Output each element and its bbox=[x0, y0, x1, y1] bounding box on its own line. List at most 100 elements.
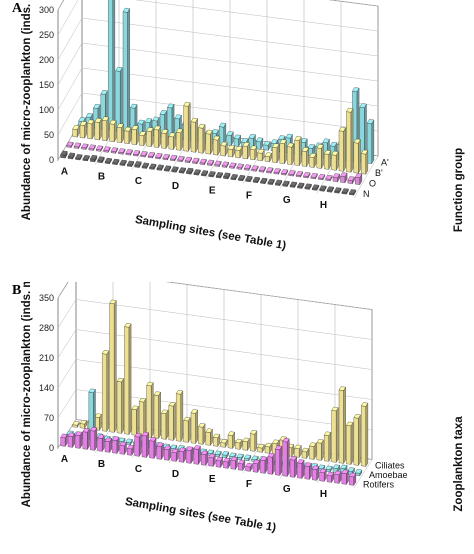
bar-top bbox=[272, 143, 280, 148]
bar-front bbox=[134, 436, 140, 457]
bar-side bbox=[120, 67, 123, 133]
bar bbox=[72, 125, 80, 138]
bar-top bbox=[346, 421, 354, 427]
bar bbox=[155, 153, 163, 160]
bar-top bbox=[118, 437, 126, 442]
bar bbox=[198, 123, 206, 154]
bar-top bbox=[301, 447, 309, 453]
bar-front bbox=[168, 136, 174, 150]
y-tick-label: 100 bbox=[39, 105, 54, 115]
bar-top bbox=[200, 170, 209, 175]
bar-top bbox=[353, 414, 361, 419]
bar bbox=[267, 453, 275, 475]
bar-side bbox=[284, 139, 287, 165]
site-label: H bbox=[320, 489, 327, 500]
bar bbox=[79, 419, 87, 429]
bar-top bbox=[340, 172, 348, 177]
site-label: G bbox=[283, 484, 291, 495]
bar-top bbox=[112, 436, 120, 441]
bar-top bbox=[252, 459, 260, 465]
panel-letter: A bbox=[12, 1, 23, 16]
bar-front bbox=[297, 462, 303, 479]
bar-top bbox=[353, 138, 361, 144]
bar-top bbox=[212, 433, 221, 439]
bar bbox=[147, 152, 155, 159]
bar-front bbox=[168, 405, 174, 441]
bar-front bbox=[331, 410, 337, 463]
bar-top bbox=[198, 123, 206, 129]
bar-side bbox=[195, 409, 198, 444]
bar-front bbox=[82, 431, 88, 450]
bar-top bbox=[223, 457, 231, 463]
bar-top bbox=[214, 160, 222, 166]
bar bbox=[109, 299, 117, 433]
bar bbox=[67, 432, 75, 448]
series-label: B' bbox=[375, 168, 383, 178]
bar-top bbox=[75, 154, 83, 159]
site-label: F bbox=[246, 479, 252, 490]
bar-top bbox=[183, 416, 191, 422]
bar bbox=[214, 450, 222, 458]
y-tick-label: 210 bbox=[39, 353, 54, 363]
bar bbox=[340, 172, 348, 184]
bar-side bbox=[350, 421, 354, 465]
bar bbox=[112, 158, 120, 166]
bar bbox=[286, 142, 295, 166]
bar-top bbox=[279, 139, 287, 144]
bar-top bbox=[144, 118, 153, 123]
bar bbox=[304, 183, 312, 191]
bar-top bbox=[229, 162, 237, 168]
bar bbox=[230, 456, 238, 470]
bar-front bbox=[112, 439, 118, 454]
site-label: G bbox=[283, 195, 291, 206]
bar bbox=[297, 459, 305, 479]
bar-top bbox=[266, 167, 274, 172]
bar bbox=[273, 168, 281, 175]
site-label: D bbox=[172, 469, 179, 480]
bar bbox=[323, 149, 332, 171]
bar-side bbox=[165, 409, 169, 440]
bar-top bbox=[303, 172, 311, 177]
y-tick-label: 300 bbox=[39, 5, 54, 15]
bar-top bbox=[297, 459, 305, 464]
bar-front bbox=[190, 121, 196, 153]
bar-front bbox=[338, 389, 344, 464]
bar bbox=[73, 142, 81, 150]
bar bbox=[109, 119, 117, 143]
bar bbox=[79, 121, 87, 139]
bar-side bbox=[173, 402, 176, 441]
bar-top bbox=[175, 128, 184, 134]
panel-letter: B bbox=[12, 283, 21, 298]
bar bbox=[141, 431, 149, 458]
series-label: O bbox=[369, 178, 376, 188]
bar-front bbox=[316, 147, 322, 169]
bar-side bbox=[188, 102, 191, 153]
bar-front bbox=[122, 11, 128, 133]
bar bbox=[264, 442, 272, 454]
bar-top bbox=[100, 90, 108, 95]
bar-front bbox=[178, 450, 184, 463]
bar-side bbox=[139, 433, 142, 457]
bar-top bbox=[270, 139, 278, 144]
bar-top bbox=[60, 433, 68, 439]
bar-front bbox=[312, 468, 317, 481]
bar-front bbox=[183, 105, 189, 152]
bar-top bbox=[347, 176, 355, 181]
bar-front bbox=[205, 431, 211, 446]
bar-top bbox=[258, 166, 266, 171]
bar bbox=[156, 442, 164, 460]
bar-top bbox=[169, 444, 178, 449]
bar bbox=[309, 442, 317, 460]
bar bbox=[153, 125, 161, 149]
bar bbox=[311, 184, 320, 192]
bar-top bbox=[193, 445, 201, 450]
bar-front bbox=[161, 132, 167, 149]
bar-front bbox=[176, 132, 181, 151]
bar-front bbox=[104, 440, 110, 453]
bar bbox=[226, 131, 234, 147]
gridline-h-side bbox=[57, 389, 77, 419]
bar bbox=[198, 423, 206, 445]
bar-front bbox=[267, 456, 273, 475]
bar-top bbox=[288, 170, 296, 175]
bar-front bbox=[332, 177, 338, 183]
